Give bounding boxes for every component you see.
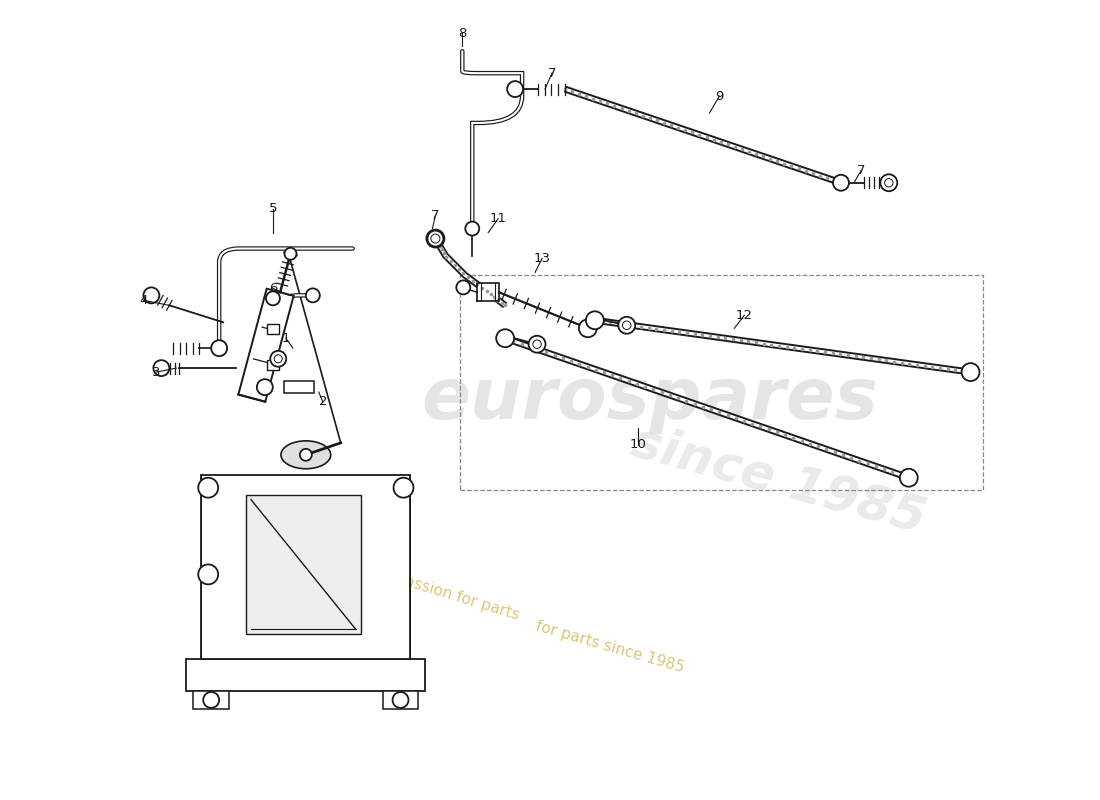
Text: 6: 6: [268, 282, 277, 295]
Circle shape: [153, 360, 169, 376]
Circle shape: [300, 449, 311, 461]
Polygon shape: [477, 283, 499, 302]
Text: a passion for parts: a passion for parts: [379, 566, 521, 622]
Circle shape: [266, 291, 279, 306]
Polygon shape: [239, 289, 294, 402]
Circle shape: [394, 478, 414, 498]
Text: 1: 1: [282, 332, 290, 345]
Polygon shape: [383, 691, 418, 709]
Circle shape: [143, 287, 160, 303]
FancyBboxPatch shape: [266, 360, 278, 370]
Circle shape: [198, 478, 218, 498]
Polygon shape: [194, 691, 229, 709]
Text: 7: 7: [857, 164, 866, 178]
Circle shape: [579, 319, 597, 338]
Circle shape: [496, 330, 514, 347]
Text: 5: 5: [268, 202, 277, 215]
Text: 13: 13: [534, 252, 550, 265]
Circle shape: [204, 692, 219, 708]
Text: 8: 8: [458, 26, 466, 40]
Text: 12: 12: [736, 309, 752, 322]
Text: 7: 7: [431, 209, 440, 222]
Text: 2: 2: [319, 395, 327, 409]
Text: since 1985: since 1985: [627, 418, 932, 542]
Circle shape: [427, 230, 444, 247]
FancyBboxPatch shape: [284, 381, 314, 393]
Circle shape: [586, 311, 604, 330]
Circle shape: [211, 340, 227, 356]
Circle shape: [271, 351, 286, 366]
Circle shape: [198, 565, 218, 584]
Circle shape: [618, 317, 635, 334]
Circle shape: [428, 230, 443, 246]
Text: 9: 9: [715, 90, 724, 102]
Circle shape: [529, 336, 546, 353]
Circle shape: [256, 379, 273, 395]
Circle shape: [456, 281, 471, 294]
Circle shape: [507, 81, 524, 97]
Text: 10: 10: [629, 438, 646, 451]
Circle shape: [961, 363, 979, 381]
Circle shape: [306, 288, 320, 302]
Circle shape: [285, 248, 297, 260]
Circle shape: [393, 692, 408, 708]
Text: a passion: a passion: [244, 526, 318, 563]
Text: for parts since 1985: for parts since 1985: [534, 618, 685, 675]
Text: 4: 4: [140, 294, 147, 307]
Circle shape: [833, 174, 849, 190]
Polygon shape: [201, 474, 410, 659]
Circle shape: [465, 222, 480, 235]
Polygon shape: [246, 494, 361, 634]
Text: eurospares: eurospares: [421, 366, 878, 434]
Circle shape: [880, 174, 898, 191]
Text: 7: 7: [548, 66, 557, 80]
Text: 3: 3: [152, 366, 161, 378]
Circle shape: [900, 469, 917, 486]
Ellipse shape: [280, 441, 331, 469]
Polygon shape: [186, 659, 426, 691]
FancyBboxPatch shape: [266, 324, 278, 334]
Text: 11: 11: [490, 212, 507, 225]
